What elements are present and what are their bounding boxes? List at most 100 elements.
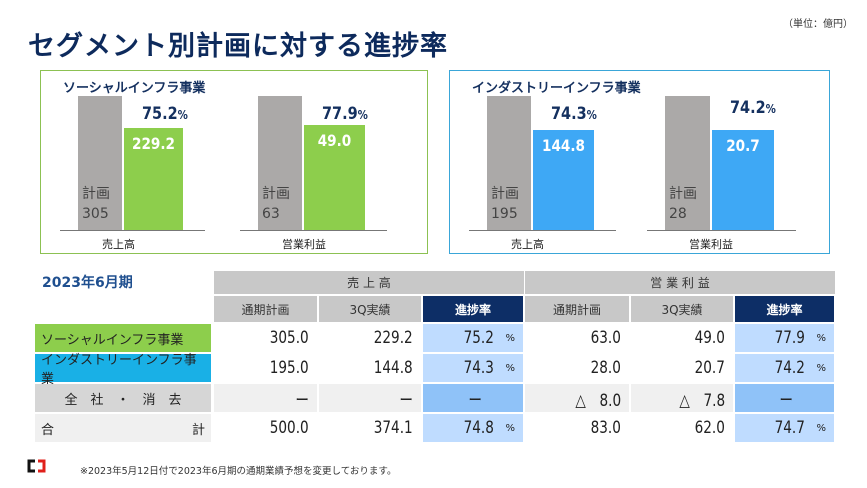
plan-bar: 計画 195 bbox=[487, 96, 531, 230]
cell-value: 374.1 bbox=[374, 418, 413, 438]
chart-panel: ソーシャルインフラ事業 bbox=[40, 70, 428, 254]
cell-value: 62.0 bbox=[694, 418, 725, 438]
cell-value: 74.7 bbox=[774, 418, 805, 438]
actual-value: 20.7 bbox=[726, 136, 760, 155]
plan-label: 計画 bbox=[262, 186, 290, 202]
baseline bbox=[60, 230, 205, 231]
cell-value: ー bbox=[295, 390, 309, 411]
percent-sign: % bbox=[816, 362, 826, 374]
plan-label: 計画 bbox=[491, 186, 519, 202]
cell-value: 74.3 bbox=[463, 358, 494, 378]
column-group-header: 売 上 高 bbox=[214, 271, 524, 294]
table-cell: 195.0 bbox=[214, 354, 317, 382]
table-cell: ー bbox=[423, 384, 523, 412]
baseline bbox=[469, 230, 616, 231]
table-cell: △ 8.0 bbox=[525, 384, 629, 412]
cell-value: 229.2 bbox=[374, 328, 413, 348]
actual-bar: 144.8 bbox=[531, 130, 594, 230]
table-cell: ー bbox=[735, 384, 834, 412]
progress-rate: 74.2% bbox=[730, 98, 776, 118]
table-cell: 62.0 bbox=[631, 414, 733, 442]
table-cell: 74.2% bbox=[735, 354, 834, 382]
percent-sign: % bbox=[816, 422, 826, 434]
cell-value: △ 7.8 bbox=[679, 390, 725, 411]
category-label: 営業利益 bbox=[282, 238, 326, 251]
page-title: セグメント別計画に対する進捗率 bbox=[28, 31, 448, 62]
company-logo bbox=[27, 458, 47, 473]
percent-sign: % bbox=[505, 362, 515, 374]
table-cell: 74.7% bbox=[735, 414, 834, 442]
segment-title: インダストリーインフラ事業 bbox=[472, 81, 641, 96]
column-group-header: 営 業 利 益 bbox=[525, 271, 835, 294]
table-cell: 63.0 bbox=[525, 324, 629, 352]
table-cell: 28.0 bbox=[525, 354, 629, 382]
cell-value: 83.0 bbox=[590, 418, 621, 438]
column-header: 進捗率 bbox=[735, 296, 834, 322]
progress-value: 74.3 bbox=[551, 104, 587, 124]
actual-bar: 229.2 bbox=[122, 128, 183, 230]
actual-bar: 20.7 bbox=[710, 130, 774, 230]
cell-value: 63.0 bbox=[590, 328, 621, 348]
table-cell: ー bbox=[319, 384, 421, 412]
cell-value: 305.0 bbox=[270, 328, 309, 348]
footnote: ※2023年5月12日付で2023年6月期の通期業績予想を変更しております。 bbox=[80, 466, 397, 477]
plan-label: 計画 bbox=[669, 186, 697, 202]
plan-label: 計画 bbox=[82, 186, 110, 202]
category-label: 営業利益 bbox=[689, 238, 733, 251]
cell-value: 49.0 bbox=[694, 328, 725, 348]
row-label: インダストリーインフラ事業 bbox=[35, 353, 211, 387]
actual-value: 49.0 bbox=[317, 131, 352, 150]
row-label-right: 計 bbox=[191, 422, 205, 438]
table-cell: ー bbox=[214, 384, 317, 412]
baseline bbox=[647, 230, 796, 231]
plan-bar: 計画 305 bbox=[78, 96, 122, 230]
row-label: 全 社 ・ 消 去 bbox=[35, 384, 211, 412]
table-cell: 74.3% bbox=[423, 354, 523, 382]
column-header: 通期計画 bbox=[214, 296, 317, 322]
progress-value: 74.2 bbox=[730, 98, 766, 118]
row-label-left: 合 bbox=[41, 422, 55, 438]
progress-value: 77.9 bbox=[322, 104, 358, 124]
cell-value: ー bbox=[467, 390, 482, 411]
progress-rate: 75.2% bbox=[142, 104, 188, 124]
cell-value: ー bbox=[779, 390, 793, 411]
table-cell: 75.2% bbox=[423, 324, 523, 352]
row-label: ソーシャルインフラ事業 bbox=[35, 324, 211, 352]
progress-rate: 77.9% bbox=[322, 104, 368, 124]
column-header: 3Q実績 bbox=[319, 296, 421, 322]
percent-sign: % bbox=[505, 332, 515, 344]
percent-sign: % bbox=[765, 102, 776, 116]
cell-value: 20.7 bbox=[694, 358, 725, 378]
cell-value: 195.0 bbox=[270, 358, 309, 378]
progress-value: 75.2 bbox=[142, 104, 178, 124]
table-cell: 229.2 bbox=[319, 324, 421, 352]
table-cell: △ 7.8 bbox=[631, 384, 733, 412]
percent-sign: % bbox=[505, 422, 515, 434]
segment-title: ソーシャルインフラ事業 bbox=[63, 81, 206, 96]
plan-bar: 計画 28 bbox=[665, 96, 710, 230]
plan-value: 195 bbox=[491, 206, 518, 222]
cell-value: 28.0 bbox=[590, 358, 621, 378]
table-cell: 144.8 bbox=[319, 354, 421, 382]
cell-value: ー bbox=[399, 390, 413, 411]
table-cell: 49.0 bbox=[631, 324, 733, 352]
column-header: 進捗率 bbox=[423, 296, 523, 322]
cell-value: 77.9 bbox=[774, 328, 805, 348]
cell-value: 74.8 bbox=[463, 418, 494, 438]
cell-value: 75.2 bbox=[463, 328, 494, 348]
table-cell: 77.9% bbox=[735, 324, 834, 352]
category-label: 売上高 bbox=[102, 238, 135, 251]
unit-label: （単位：億円） bbox=[783, 19, 853, 30]
cell-value: △ 8.0 bbox=[575, 390, 621, 411]
actual-value: 144.8 bbox=[541, 136, 586, 155]
plan-bar: 計画 63 bbox=[258, 96, 302, 230]
column-header: 通期計画 bbox=[525, 296, 629, 322]
cell-value: 500.0 bbox=[270, 418, 309, 438]
table-cell: 305.0 bbox=[214, 324, 317, 352]
baseline bbox=[240, 230, 387, 231]
actual-bar: 49.0 bbox=[302, 125, 365, 230]
category-label: 売上高 bbox=[511, 238, 544, 251]
table-cell: 500.0 bbox=[214, 414, 317, 442]
table-cell: 83.0 bbox=[525, 414, 629, 442]
percent-sign: % bbox=[586, 108, 597, 122]
